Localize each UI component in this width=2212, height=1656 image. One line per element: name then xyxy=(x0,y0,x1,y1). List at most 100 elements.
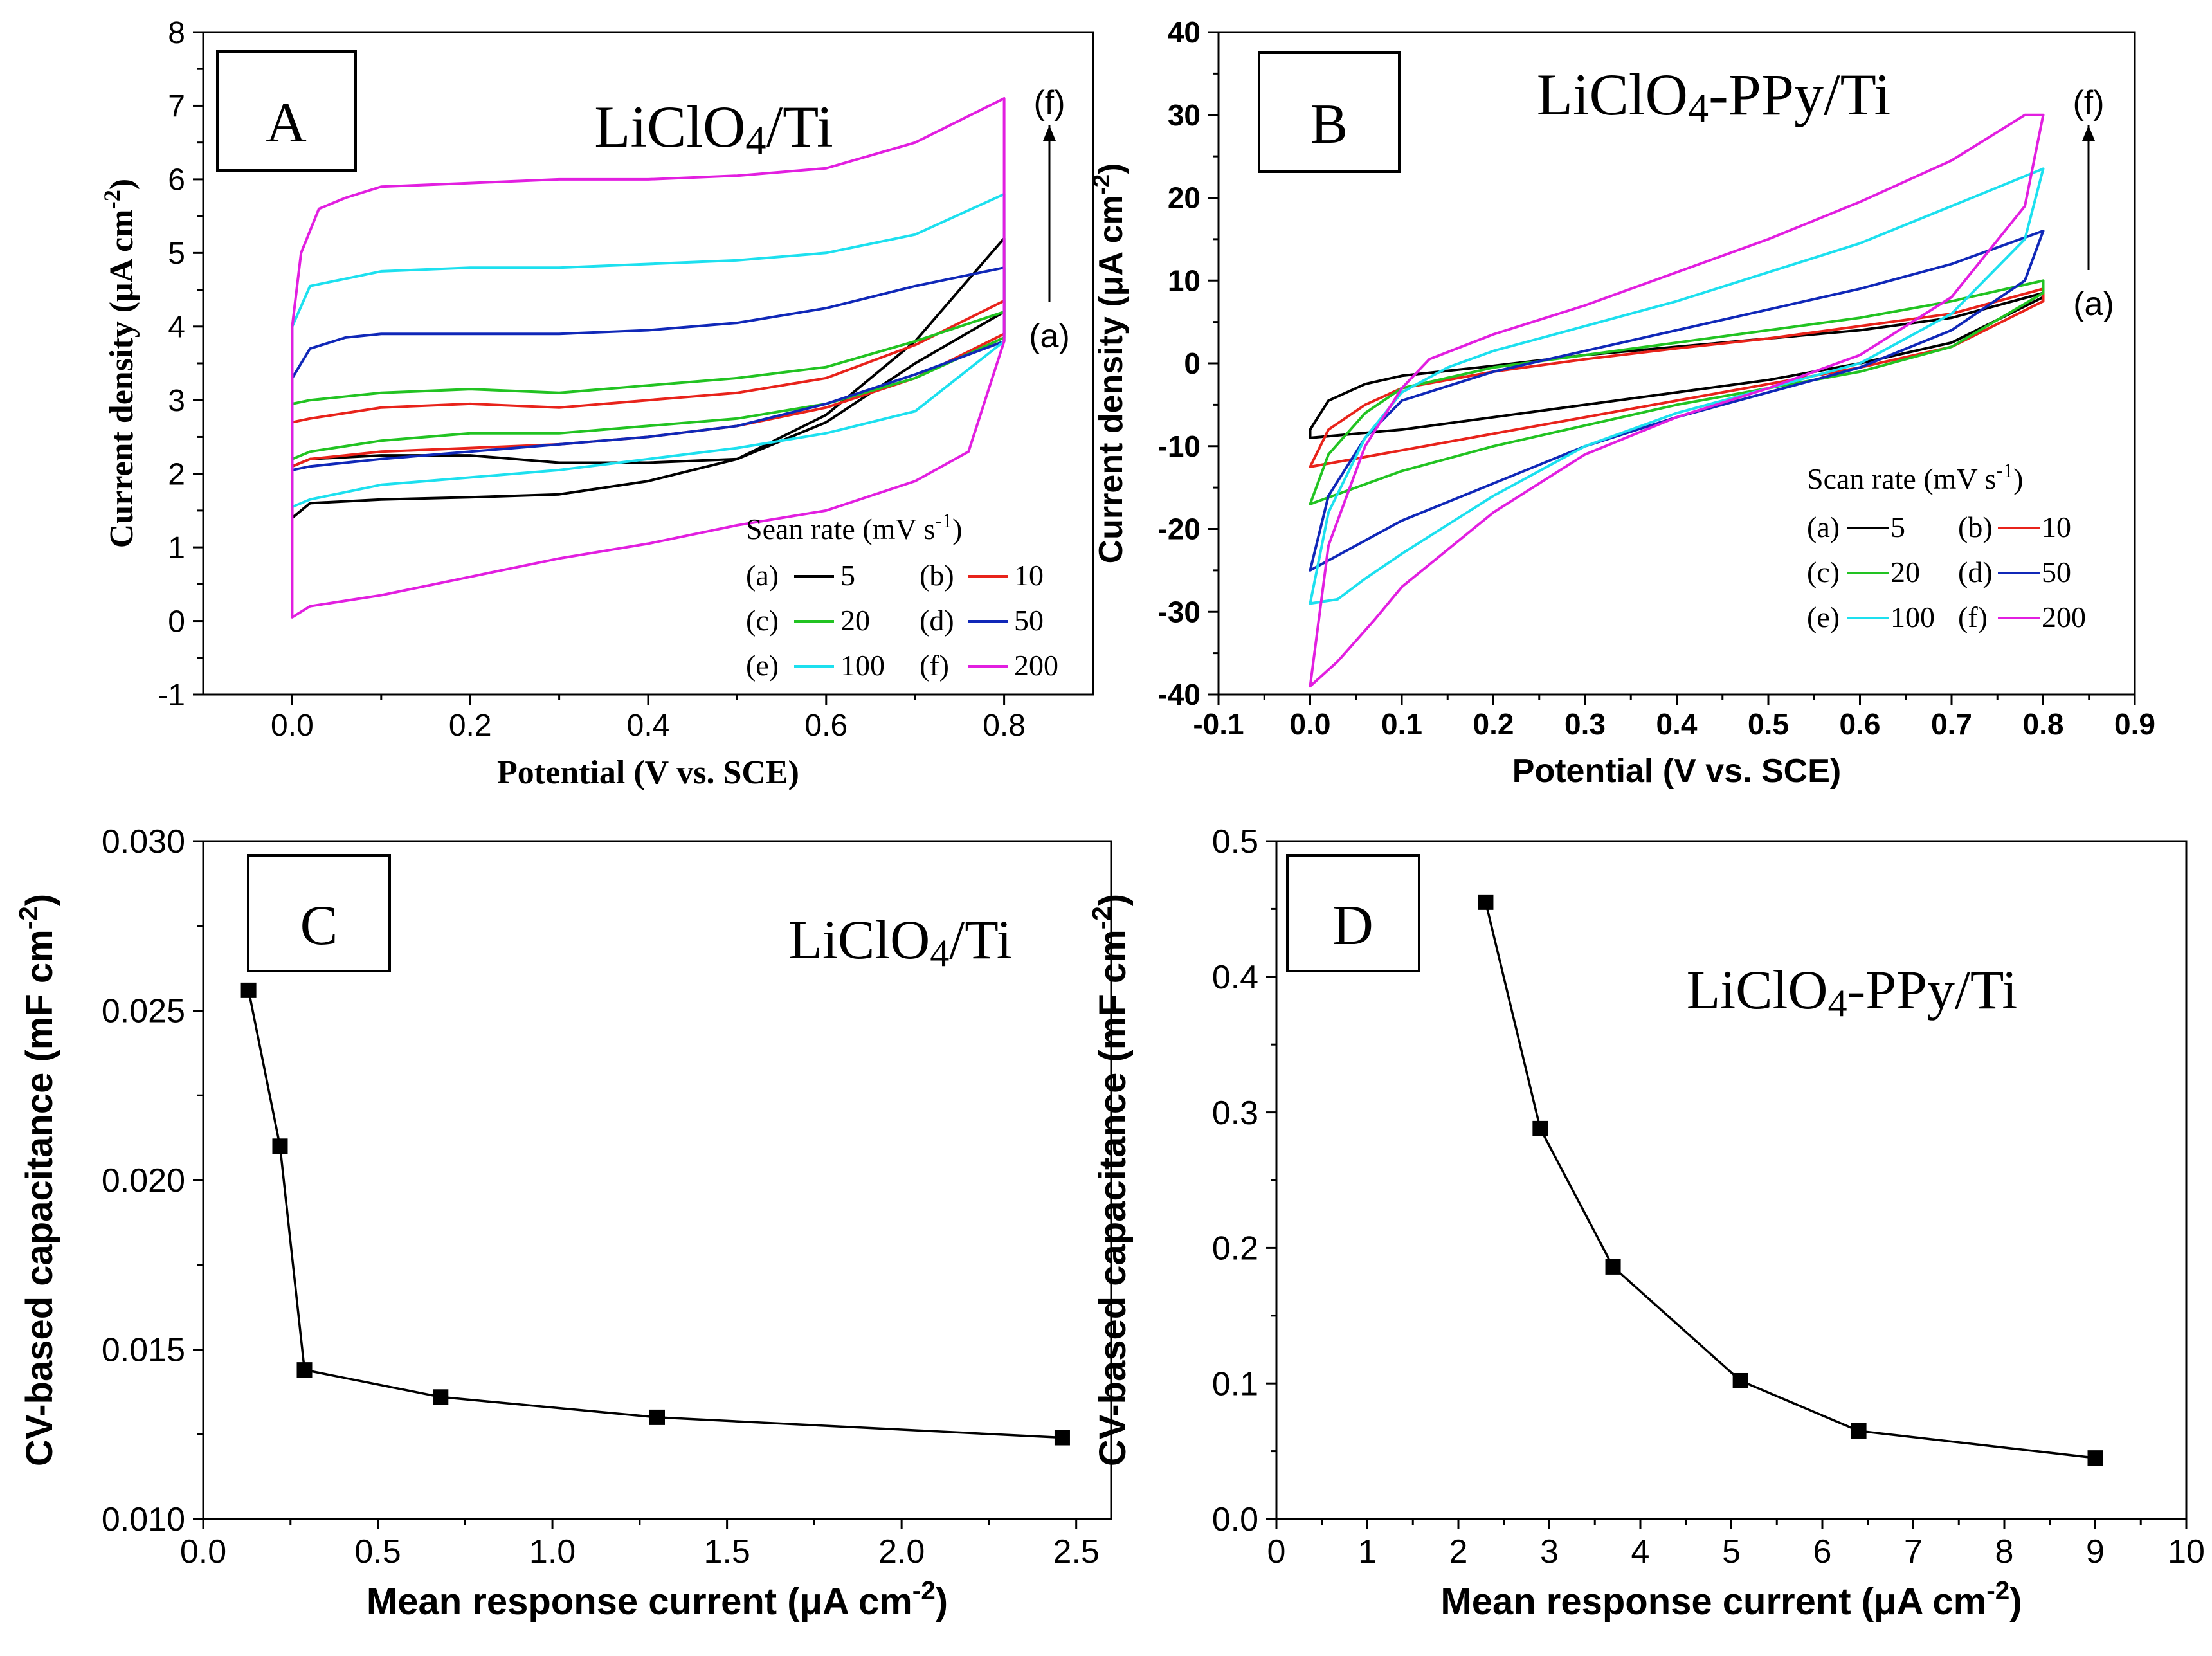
x-tick-label: 4 xyxy=(1631,1533,1650,1570)
y-tick-label: 0 xyxy=(1184,347,1201,380)
y-axis-label: CV-based capacitance (mF cm-2) xyxy=(1087,894,1134,1466)
x-tick-label: 0 xyxy=(1267,1533,1286,1570)
y-tick-label: 0.5 xyxy=(1212,823,1258,860)
legend-tag: (a) xyxy=(746,559,779,592)
y-tick-label: 10 xyxy=(1168,264,1201,297)
x-tick-label: 0.5 xyxy=(354,1533,401,1570)
y-tick-label: 0.2 xyxy=(1212,1230,1258,1268)
y-tick-label: -40 xyxy=(1158,678,1201,711)
annotation-top: (f) xyxy=(2072,84,2104,122)
data-point xyxy=(433,1389,449,1405)
y-tick-label: 2 xyxy=(168,457,185,491)
x-axis-label: Potential (V vs. SCE) xyxy=(1512,752,1841,790)
cv-curve xyxy=(1309,230,2045,572)
legend-tag: (f) xyxy=(1958,601,1988,633)
legend-tag: (e) xyxy=(1807,601,1840,633)
x-tick-label: 7 xyxy=(1904,1533,1923,1570)
data-point xyxy=(1054,1430,1070,1446)
data-point xyxy=(296,1362,313,1378)
y-tick-label: 7 xyxy=(168,89,185,123)
x-tick-label: 10 xyxy=(2168,1533,2205,1570)
cv-curve xyxy=(291,237,1006,520)
panel-letter-box xyxy=(216,50,357,172)
y-tick-label: 0.0 xyxy=(1212,1501,1258,1538)
legend-tag: (d) xyxy=(920,604,954,637)
x-tick-label: 1.0 xyxy=(529,1533,576,1570)
x-tick-label: 1 xyxy=(1358,1533,1377,1570)
material-label: LiClO4/Ti xyxy=(788,909,1011,975)
panel-d: 0 1 2 3 4 5 6 7 8 9 10 0.0 0.1 0.2 0.3 0.4 0.5 Mean respo… xyxy=(1087,823,2205,1623)
x-tick-label: 0.0 xyxy=(180,1533,226,1570)
legend-tag: (b) xyxy=(920,559,954,592)
x-tick-label: 3 xyxy=(1540,1533,1559,1570)
legend-value: 5 xyxy=(840,559,855,592)
data-point xyxy=(1732,1372,1748,1388)
legend-value: 200 xyxy=(1014,649,1058,682)
panel-letter: D xyxy=(1332,895,1373,957)
y-tick-label: 0.030 xyxy=(102,823,185,860)
x-axis-label: Mean response current (μA cm-2) xyxy=(367,1576,948,1623)
y-tick-label: 1 xyxy=(168,531,185,565)
x-tick-label: 8 xyxy=(1995,1533,2014,1570)
legend-value: 100 xyxy=(1890,601,1935,633)
material-label: LiClO4-PPy/Ti xyxy=(1687,959,2017,1025)
y-tick-label: 0.010 xyxy=(102,1501,185,1538)
x-tick-label: 2.0 xyxy=(878,1533,925,1570)
data-point xyxy=(272,1138,288,1154)
legend-tag: (a) xyxy=(1807,511,1840,543)
x-tick-label: 9 xyxy=(2086,1533,2105,1570)
x-tick-label: 0.0 xyxy=(271,709,314,743)
panel-letter-box xyxy=(1286,854,1420,972)
data-point xyxy=(1851,1423,1867,1439)
x-axis-label: Mean response current (μA cm-2) xyxy=(1440,1576,2022,1623)
y-tick-label: -20 xyxy=(1158,513,1201,546)
legend-tag: (c) xyxy=(1807,556,1840,588)
data-line xyxy=(1484,902,2096,1459)
cv-curve xyxy=(1309,279,2045,505)
data-point xyxy=(1532,1120,1548,1136)
y-tick-label: 6 xyxy=(168,163,185,197)
y-tick-label: -30 xyxy=(1158,595,1201,628)
legend-title: Sean rate (mV s-1) xyxy=(746,509,962,545)
x-tick-label: 0.6 xyxy=(1840,707,1881,741)
legend-tag: (d) xyxy=(1958,556,1993,588)
panel-c: 0.0 0.5 1.0 1.5 2.0 2.5 0.010 0.015 0.020 0.025 0.… xyxy=(14,823,1112,1623)
y-tick-label: 0.020 xyxy=(102,1162,185,1199)
data-point xyxy=(649,1409,665,1425)
legend-value: 5 xyxy=(1890,511,1905,543)
legend-value: 100 xyxy=(840,649,885,682)
legend-value: 20 xyxy=(1890,556,1920,588)
annotation-bottom: (a) xyxy=(2073,286,2114,323)
y-tick-label: 0 xyxy=(168,605,185,639)
x-tick-label: 0.7 xyxy=(1931,707,1972,741)
x-tick-label: 0.8 xyxy=(2023,707,2064,741)
trend-arrowhead xyxy=(2082,125,2095,141)
x-tick-label: 0.9 xyxy=(2114,707,2155,741)
x-tick-label: 0.2 xyxy=(449,709,492,743)
y-tick-label: -1 xyxy=(158,678,185,713)
x-tick-label: 2 xyxy=(1449,1533,1468,1570)
panel-letter-box xyxy=(247,854,391,972)
data-point xyxy=(240,982,257,998)
x-tick-label: 5 xyxy=(1722,1533,1741,1570)
legend-value: 50 xyxy=(2042,556,2071,588)
x-tick-label: 0.5 xyxy=(1748,707,1789,741)
x-tick-label: 0.2 xyxy=(1473,707,1514,741)
annotation-bottom: (a) xyxy=(1029,318,1070,355)
y-tick-label: 0.4 xyxy=(1212,959,1258,996)
y-tick-label: -10 xyxy=(1158,430,1201,463)
x-tick-label: 6 xyxy=(1813,1533,1832,1570)
y-tick-label: 40 xyxy=(1168,15,1201,49)
x-tick-label: 0.3 xyxy=(1564,707,1606,741)
cv-curve xyxy=(1309,167,2045,605)
cv-curve xyxy=(1309,113,2045,688)
y-tick-label: 4 xyxy=(168,311,185,345)
legend-tag: (e) xyxy=(746,649,779,682)
x-tick-label: 0.1 xyxy=(1381,707,1422,741)
panel-letter: A xyxy=(266,92,307,154)
legend-value: 20 xyxy=(840,604,870,637)
y-axis-label: CV-based capacitance (mF cm-2) xyxy=(14,894,60,1466)
y-tick-label: 0.3 xyxy=(1212,1095,1258,1132)
y-axis-label: Current density (μA cm-2) xyxy=(99,179,140,548)
